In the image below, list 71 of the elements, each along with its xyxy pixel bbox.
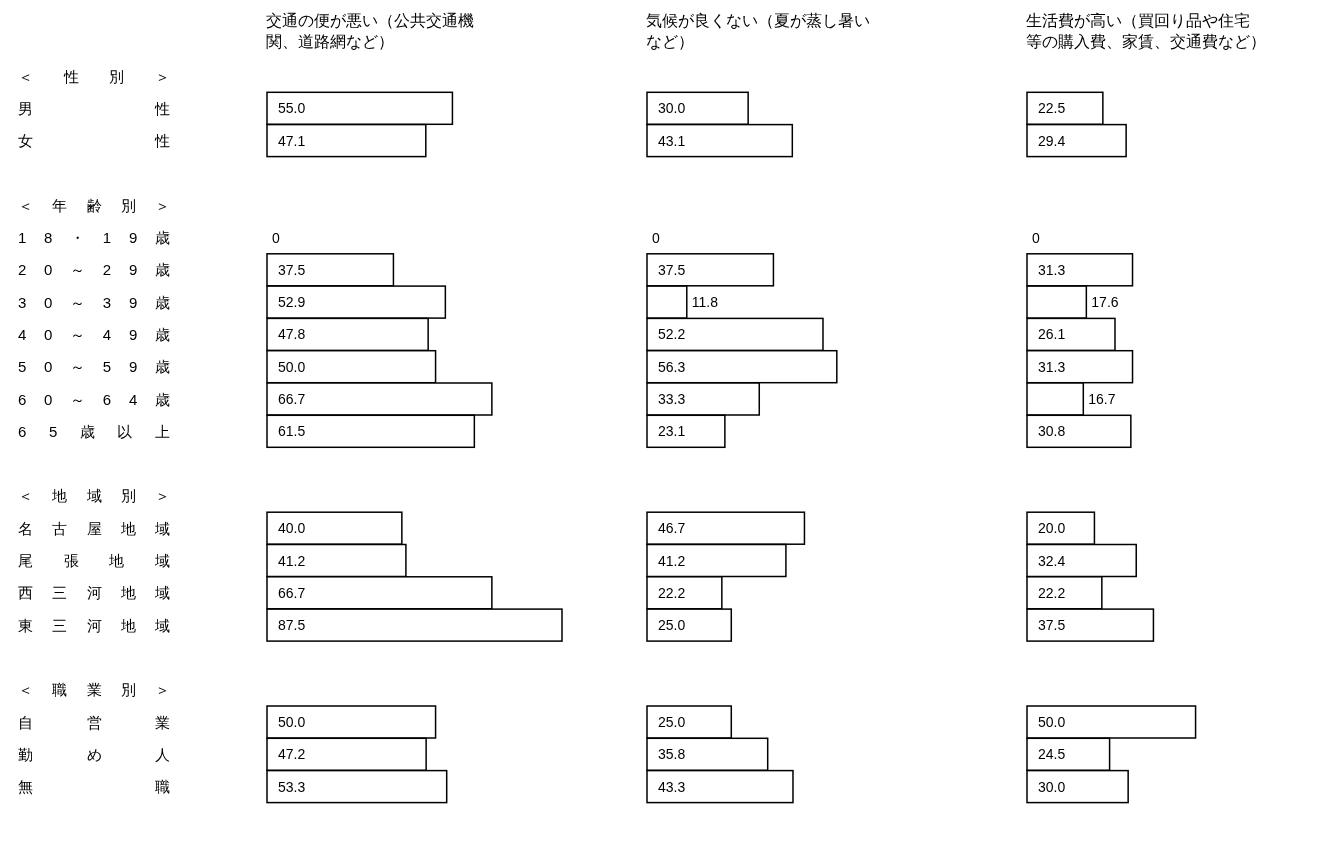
data-label: 50.0 <box>278 358 306 375</box>
data-label: 23.1 <box>658 423 686 440</box>
data-label: 46.7 <box>658 520 686 537</box>
y-tick-label: 5 0 ～ 5 9 歳 <box>18 358 170 376</box>
chart-title: 交通の便が悪い（公共交通機関、道路網など） <box>266 12 474 50</box>
data-label: 52.9 <box>278 294 306 311</box>
data-label: 47.8 <box>278 326 306 343</box>
data-label: 22.5 <box>1038 100 1066 117</box>
y-tick-label: 男 性 <box>18 99 170 117</box>
data-label: 37.5 <box>658 261 686 278</box>
data-label: 30.8 <box>1038 423 1066 440</box>
data-label: 53.3 <box>278 778 306 795</box>
data-label: 22.2 <box>658 584 686 601</box>
y-tick-label: ＜ 地 域 別 ＞ <box>18 487 170 505</box>
data-label: 17.6 <box>1091 294 1119 311</box>
data-label: 47.1 <box>278 132 306 149</box>
y-tick-label: 東 三 河 地 域 <box>18 616 170 634</box>
data-label: 41.2 <box>278 552 306 569</box>
y-tick-label: 尾 張 地 域 <box>18 552 170 569</box>
y-tick-label: ＜ 年 齢 別 ＞ <box>18 196 170 214</box>
data-label: 37.5 <box>1038 617 1066 634</box>
data-label: 30.0 <box>1038 778 1066 795</box>
data-label: 22.2 <box>1038 584 1066 601</box>
chart-title: 生活費が高い（買回り品や住宅等の購入費、家賃、交通費など） <box>1026 12 1266 50</box>
data-label: 66.7 <box>278 391 306 407</box>
data-label: 32.4 <box>1038 552 1066 569</box>
y-tick-label: 6 0 ～ 6 4 歳 <box>18 390 170 408</box>
data-label: 56.3 <box>658 358 686 375</box>
data-label: 50.0 <box>278 714 306 730</box>
data-label: 33.3 <box>658 391 686 407</box>
y-tick-label: 2 0 ～ 2 9 歳 <box>18 261 170 279</box>
data-label: 0 <box>272 229 280 246</box>
data-label: 30.0 <box>658 100 686 117</box>
y-tick-label: 女 性 <box>18 132 170 150</box>
data-label: 24.5 <box>1038 746 1066 763</box>
y-tick-label: 勤 め 人 <box>18 745 170 763</box>
y-tick-label: 名 古 屋 地 域 <box>18 519 170 537</box>
data-label: 26.1 <box>1038 326 1066 343</box>
y-tick-label: 無 職 <box>18 778 170 796</box>
data-label: 55.0 <box>278 100 306 117</box>
data-label: 43.1 <box>658 132 686 149</box>
y-tick-label: 4 0 ～ 4 9 歳 <box>18 325 170 343</box>
y-tick-label: 6 5 歳 以 上 <box>18 422 170 440</box>
chart-title: 気候が良くない（夏が蒸し暑いなど） <box>646 12 870 50</box>
data-label: 31.3 <box>1038 358 1066 375</box>
y-tick-label: ＜ 職 業 別 ＞ <box>18 681 170 699</box>
data-label: 29.4 <box>1038 132 1066 149</box>
data-label: 16.7 <box>1088 391 1116 407</box>
data-label: 41.2 <box>658 552 686 569</box>
data-label: 25.0 <box>658 617 686 634</box>
data-label: 0 <box>1032 229 1040 246</box>
data-label: 37.5 <box>278 261 306 278</box>
data-label: 20.0 <box>1038 520 1066 537</box>
data-label: 52.2 <box>658 326 686 343</box>
y-tick-label: 3 0 ～ 3 9 歳 <box>18 293 170 311</box>
data-label: 35.8 <box>658 746 686 763</box>
data-label: 47.2 <box>278 746 306 763</box>
y-tick-label: 自 営 業 <box>18 713 170 731</box>
data-label: 31.3 <box>1038 261 1066 278</box>
y-tick-label: 1 8 ・ 1 9 歳 <box>18 229 170 246</box>
data-label: 25.0 <box>658 714 686 730</box>
data-label: 0 <box>652 229 660 246</box>
data-label: 43.3 <box>658 778 686 795</box>
y-tick-label: 西 三 河 地 域 <box>18 584 170 602</box>
y-tick-label: ＜ 性 別 ＞ <box>18 67 170 85</box>
data-label: 11.8 <box>691 294 719 311</box>
data-label: 87.5 <box>278 617 306 634</box>
data-label: 50.0 <box>1038 714 1066 730</box>
data-label: 66.7 <box>278 584 306 601</box>
data-label: 61.5 <box>278 423 306 440</box>
data-label: 40.0 <box>278 520 306 537</box>
